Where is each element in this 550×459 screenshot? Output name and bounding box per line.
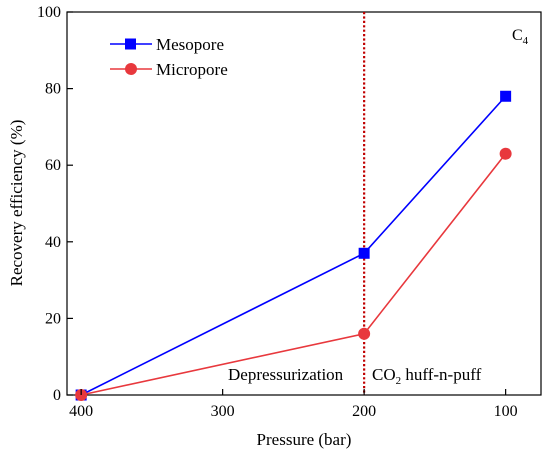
x-tick-label-300: 300 [211,403,235,420]
legend-marker-mesopore [125,38,136,50]
plot-frame [66,11,542,396]
series-line-mesopore [80,95,507,396]
x-tick-label-200: 200 [352,403,376,420]
y-tick-label-80: 80 [45,81,61,98]
x-tick-label-400: 400 [69,403,93,420]
legend-item-mesopore: Mesopore [110,35,224,54]
x-axis-title: Pressure (bar) [257,430,352,449]
y-tick-label-20: 20 [45,310,61,327]
data-point-micropore-100 [499,147,512,160]
series-line-micropore [80,153,507,396]
annotation-huff-n-puff: CO2 huff-n-puff [372,365,482,387]
legend-item-micropore: Micropore [110,60,228,79]
data-point-mesopore-100 [500,90,512,102]
annotation-depressurization: Depressurization [228,365,344,384]
legend: Mesopore Micropore [110,35,228,79]
data-point-micropore-200 [358,327,371,340]
x-tick-label-100: 100 [494,403,518,420]
y-tick-label-0: 0 [53,387,61,404]
y-tick-label-60: 60 [45,157,61,174]
legend-label-mesopore: Mesopore [156,35,224,54]
y-axis-title: Recovery efficiency (%) [7,120,26,287]
y-tick-label-40: 40 [45,234,61,251]
axis-layer: 400 300 200 100 0 20 40 60 80 100 [37,4,518,420]
legend-marker-micropore [125,63,137,75]
y-tick-label-100: 100 [37,4,61,21]
corner-label: C4 [512,27,529,47]
data-point-mesopore-200 [358,247,370,259]
legend-label-micropore: Micropore [156,60,228,79]
series-layer [75,90,512,401]
